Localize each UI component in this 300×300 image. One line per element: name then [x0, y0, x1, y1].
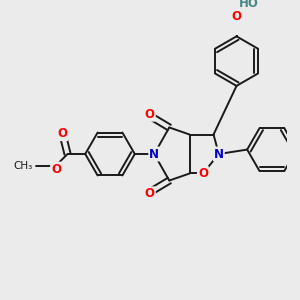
- Text: O: O: [57, 127, 67, 140]
- Text: N: N: [149, 148, 159, 160]
- Text: O: O: [198, 167, 208, 180]
- Text: O: O: [145, 187, 155, 200]
- Text: N: N: [214, 148, 224, 160]
- Text: O: O: [145, 108, 155, 121]
- Text: HO: HO: [239, 0, 259, 10]
- Text: O: O: [51, 163, 61, 176]
- Text: O: O: [232, 11, 242, 23]
- Text: CH₃: CH₃: [14, 161, 33, 171]
